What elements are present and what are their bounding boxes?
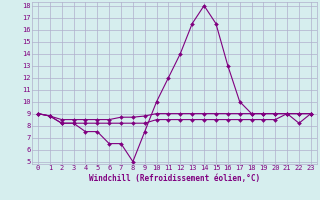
X-axis label: Windchill (Refroidissement éolien,°C): Windchill (Refroidissement éolien,°C) (89, 174, 260, 183)
